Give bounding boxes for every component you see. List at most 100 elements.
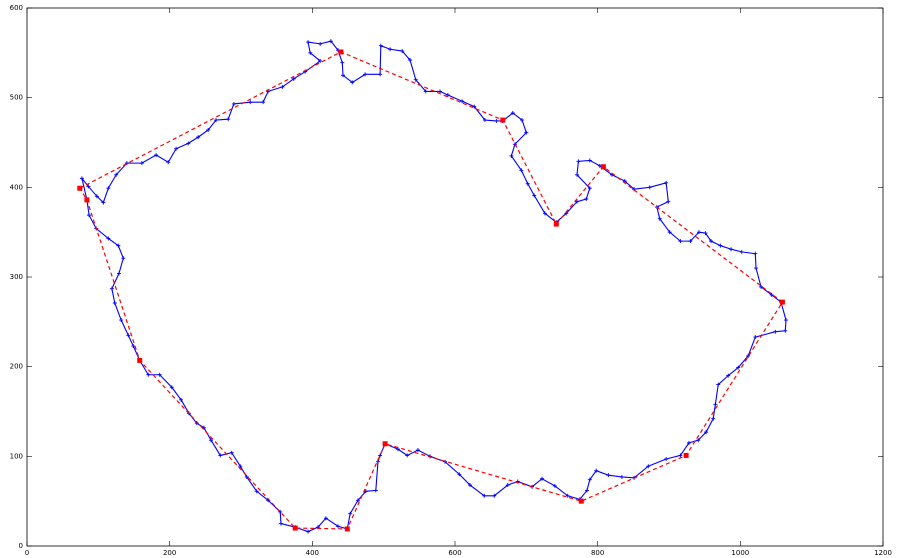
point-marker [341,73,346,78]
point-marker [666,199,671,204]
x-tick-label: 0 [25,549,29,557]
point-marker [574,172,579,177]
point-marker [600,164,606,170]
point-marker [378,453,383,458]
point-marker [584,196,589,201]
point-marker [94,194,99,199]
point-marker [457,472,462,477]
point-marker [328,39,333,44]
point-marker [510,110,515,115]
point-marker [678,239,683,244]
point-marker [137,357,143,363]
point-marker [218,453,223,458]
point-marker [482,493,487,498]
point-marker [229,450,234,455]
point-marker [373,488,378,493]
x-tick-label: 600 [448,549,461,557]
point-marker [718,243,723,248]
point-marker [467,483,472,488]
point-marker [754,266,759,271]
y-tick-label: 500 [10,94,23,102]
point-marker [415,448,420,453]
point-marker [254,489,259,494]
point-marker [292,525,298,531]
point-marker [574,199,579,204]
point-marker [423,89,428,94]
point-marker [169,385,174,390]
point-marker [280,84,285,89]
point-marker [524,130,529,135]
point-marker [119,318,124,323]
y-tick-label: 600 [10,4,23,12]
point-marker [542,211,547,216]
point-marker [587,186,592,191]
point-marker [688,239,693,244]
point-marker [619,474,624,479]
point-marker [378,43,383,48]
point-marker [79,176,84,181]
x-tick-label: 1200 [874,549,892,557]
point-marker [350,80,355,85]
point-marker [400,49,405,54]
point-marker [86,184,91,189]
point-marker [355,498,360,503]
point-marker [686,440,691,445]
point-marker [117,271,122,276]
y-tick-label: 300 [10,273,23,281]
point-marker [338,49,344,55]
y-tick-label: 400 [10,183,23,191]
point-marker [492,493,497,498]
point-marker [759,284,764,289]
point-marker [646,464,651,469]
point-marker [552,483,557,488]
point-marker [704,430,709,435]
point-marker [525,181,530,186]
plot-frame [26,7,884,547]
point-marker [106,186,111,191]
point-marker [382,441,388,447]
point-marker [729,247,734,252]
x-tick-label: 1000 [731,549,749,557]
point-marker [783,328,788,333]
point-marker [336,524,341,529]
point-marker [291,76,296,81]
point-marker [124,161,129,166]
point-marker [340,60,345,65]
point-marker [408,58,413,63]
point-marker [306,529,311,534]
point-marker [318,58,323,63]
point-marker [121,256,126,261]
point-marker [109,286,114,291]
point-marker [519,168,524,173]
point-marker [716,382,721,387]
point-marker [482,118,487,123]
point-marker [587,158,592,163]
point-marker [244,474,249,479]
point-marker [318,41,323,46]
y-tick-label: 100 [10,452,23,460]
point-marker [166,160,171,165]
point-marker [753,335,758,340]
point-marker [696,438,701,443]
point-marker [206,127,211,132]
point-marker [114,172,119,177]
point-marker [657,216,662,221]
point-marker [209,438,214,443]
point-marker [736,365,741,370]
point-marker [711,416,716,421]
point-marker [565,493,570,498]
point-marker [703,231,708,236]
point-marker [540,476,545,481]
point-marker [739,249,744,254]
x-tick-label: 400 [306,549,319,557]
point-marker [278,509,283,514]
point-marker [139,161,144,166]
point-marker [532,193,537,198]
point-marker [779,299,785,305]
point-marker [438,89,443,94]
y-tick-label: 0 [19,542,23,550]
point-marker [505,483,510,488]
point-marker [248,100,253,105]
point-marker [647,185,652,190]
